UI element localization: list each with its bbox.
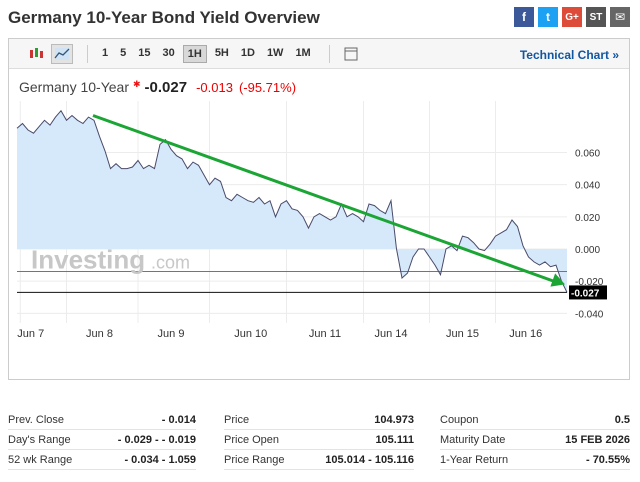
y-tick-label: 0.000 bbox=[575, 245, 600, 256]
stat-label: Price Open bbox=[224, 433, 280, 446]
stocktwits-icon[interactable]: ST bbox=[586, 7, 606, 27]
stat-label: Coupon bbox=[440, 413, 479, 426]
x-tick-label: Jun 10 bbox=[234, 328, 267, 340]
current-price-badge bbox=[569, 285, 607, 300]
stat-value: 105.111 bbox=[375, 433, 414, 446]
y-tick-label: 0.020 bbox=[575, 213, 600, 224]
fullscreen-icon[interactable] bbox=[340, 44, 362, 64]
x-tick-label: Jun 14 bbox=[374, 328, 407, 340]
x-tick-label: Jun 11 bbox=[309, 328, 341, 340]
timeframe-5h[interactable]: 5H bbox=[214, 46, 229, 59]
trend-arrow bbox=[92, 114, 558, 284]
timeframe-group: 1 5 15 30 1H 5H 1D 1W 1M bbox=[98, 44, 319, 63]
star-icon: ✱ bbox=[132, 79, 141, 89]
stat-row: Price Open 105.111 bbox=[224, 430, 414, 450]
quote-header: Germany 10-Year ✱ -0.027 -0.013 (-95.71%… bbox=[19, 79, 296, 96]
stat-label: 52 wk Range bbox=[8, 453, 73, 466]
timeframe-1w[interactable]: 1W bbox=[266, 46, 284, 59]
stat-row: 52 wk Range - 0.034 - 1.059 bbox=[8, 450, 196, 470]
chart-toolbar: 1 5 15 30 1H 5H 1D 1W 1M Technical Chart » bbox=[9, 39, 629, 69]
stat-value: 15 FEB 2026 bbox=[565, 433, 630, 446]
stat-row: 1-Year Return - 70.55% bbox=[440, 450, 630, 470]
stat-row: Maturity Date 15 FEB 2026 bbox=[440, 430, 630, 450]
technical-chart-link[interactable]: Technical Chart » bbox=[519, 48, 619, 62]
x-tick-label: Jun 7 bbox=[17, 328, 44, 340]
x-tick-label: Jun 8 bbox=[86, 328, 113, 340]
toolbar-divider bbox=[328, 44, 330, 63]
price-chart[interactable]: Investing .com0.0600.0400.0200.000-0.020-… bbox=[9, 101, 629, 341]
stat-label: Prev. Close bbox=[8, 413, 65, 426]
price-change-percent: (-95.71%) bbox=[238, 80, 297, 95]
series-line bbox=[16, 109, 568, 293]
stat-value: - 0.034 - 1.059 bbox=[124, 453, 196, 466]
google-plus-icon[interactable]: G+ bbox=[562, 7, 582, 27]
timeframe-1m[interactable]: 1M bbox=[295, 46, 311, 59]
stat-row: Price Range 105.014 - 105.116 bbox=[224, 450, 414, 470]
stat-row: Coupon 0.5 bbox=[440, 410, 630, 430]
stat-row: Price 104.973 bbox=[224, 410, 414, 430]
page-title: Germany 10-Year Bond Yield Overview bbox=[8, 8, 320, 27]
line-chart-icon[interactable] bbox=[51, 43, 73, 64]
stat-label: Price Range bbox=[224, 453, 285, 466]
stat-value: - 0.014 bbox=[161, 413, 196, 426]
chart-container: 1 5 15 30 1H 5H 1D 1W 1M Technical Chart » Germa… bbox=[8, 38, 630, 380]
x-tick-label: Jun 16 bbox=[509, 328, 542, 340]
y-tick-label: -0.040 bbox=[575, 309, 604, 320]
x-tick-label: Jun 9 bbox=[158, 328, 185, 340]
timeframe-5[interactable]: 5 bbox=[120, 46, 127, 59]
stat-value: 105.014 - 105.116 bbox=[325, 453, 414, 466]
candlestick-icon[interactable] bbox=[25, 44, 47, 64]
stat-label: 1-Year Return bbox=[440, 453, 509, 466]
timeframe-1h[interactable]: 1H bbox=[182, 44, 207, 63]
twitter-icon[interactable]: t bbox=[538, 7, 558, 27]
instrument-name: Germany 10-Year bbox=[19, 79, 129, 95]
stats-column-3: Coupon 0.5 Maturity Date 15 FEB 2026 1-Year … bbox=[440, 410, 630, 470]
timeframe-15[interactable]: 15 bbox=[138, 46, 151, 59]
stat-label: Maturity Date bbox=[440, 433, 506, 446]
stat-value: - 0.029 - - 0.019 bbox=[117, 433, 196, 446]
timeframe-1d[interactable]: 1D bbox=[240, 46, 255, 59]
trend-arrow-head bbox=[550, 273, 565, 287]
share-bar: f t G+ ST ✉ bbox=[514, 7, 630, 27]
stat-row: Prev. Close - 0.014 bbox=[8, 410, 196, 430]
stats-column-1: Prev. Close - 0.014 Day's Range - 0.029 - -… bbox=[8, 410, 196, 470]
timeframe-1[interactable]: 1 bbox=[102, 46, 109, 59]
y-tick-label: 0.040 bbox=[575, 181, 600, 192]
current-price-label: -0.027 bbox=[571, 288, 600, 299]
mail-icon[interactable]: ✉ bbox=[610, 7, 630, 27]
last-price: -0.027 bbox=[144, 79, 188, 96]
stats-column-2: Price 104.973 Price Open 105.111 Price Range… bbox=[224, 410, 414, 470]
stat-row: Day's Range - 0.029 - - 0.019 bbox=[8, 430, 196, 450]
timeframe-30[interactable]: 30 bbox=[162, 46, 175, 59]
facebook-icon[interactable]: f bbox=[514, 7, 534, 27]
price-change: -0.013 bbox=[196, 80, 233, 95]
stat-label: Day's Range bbox=[8, 433, 71, 446]
x-tick-label: Jun 15 bbox=[446, 328, 479, 340]
y-tick-label: -0.020 bbox=[575, 277, 604, 288]
stat-value: - 70.55% bbox=[585, 453, 630, 466]
stat-label: Price bbox=[224, 413, 250, 426]
stat-value: 0.5 bbox=[614, 413, 630, 426]
toolbar-divider bbox=[87, 44, 88, 63]
watermark-logo-suffix: .com bbox=[151, 252, 190, 272]
y-tick-label: 0.060 bbox=[575, 148, 600, 159]
stat-value: 104.973 bbox=[374, 413, 414, 426]
watermark-logo: Investing bbox=[31, 244, 145, 274]
area-fill bbox=[17, 110, 567, 293]
